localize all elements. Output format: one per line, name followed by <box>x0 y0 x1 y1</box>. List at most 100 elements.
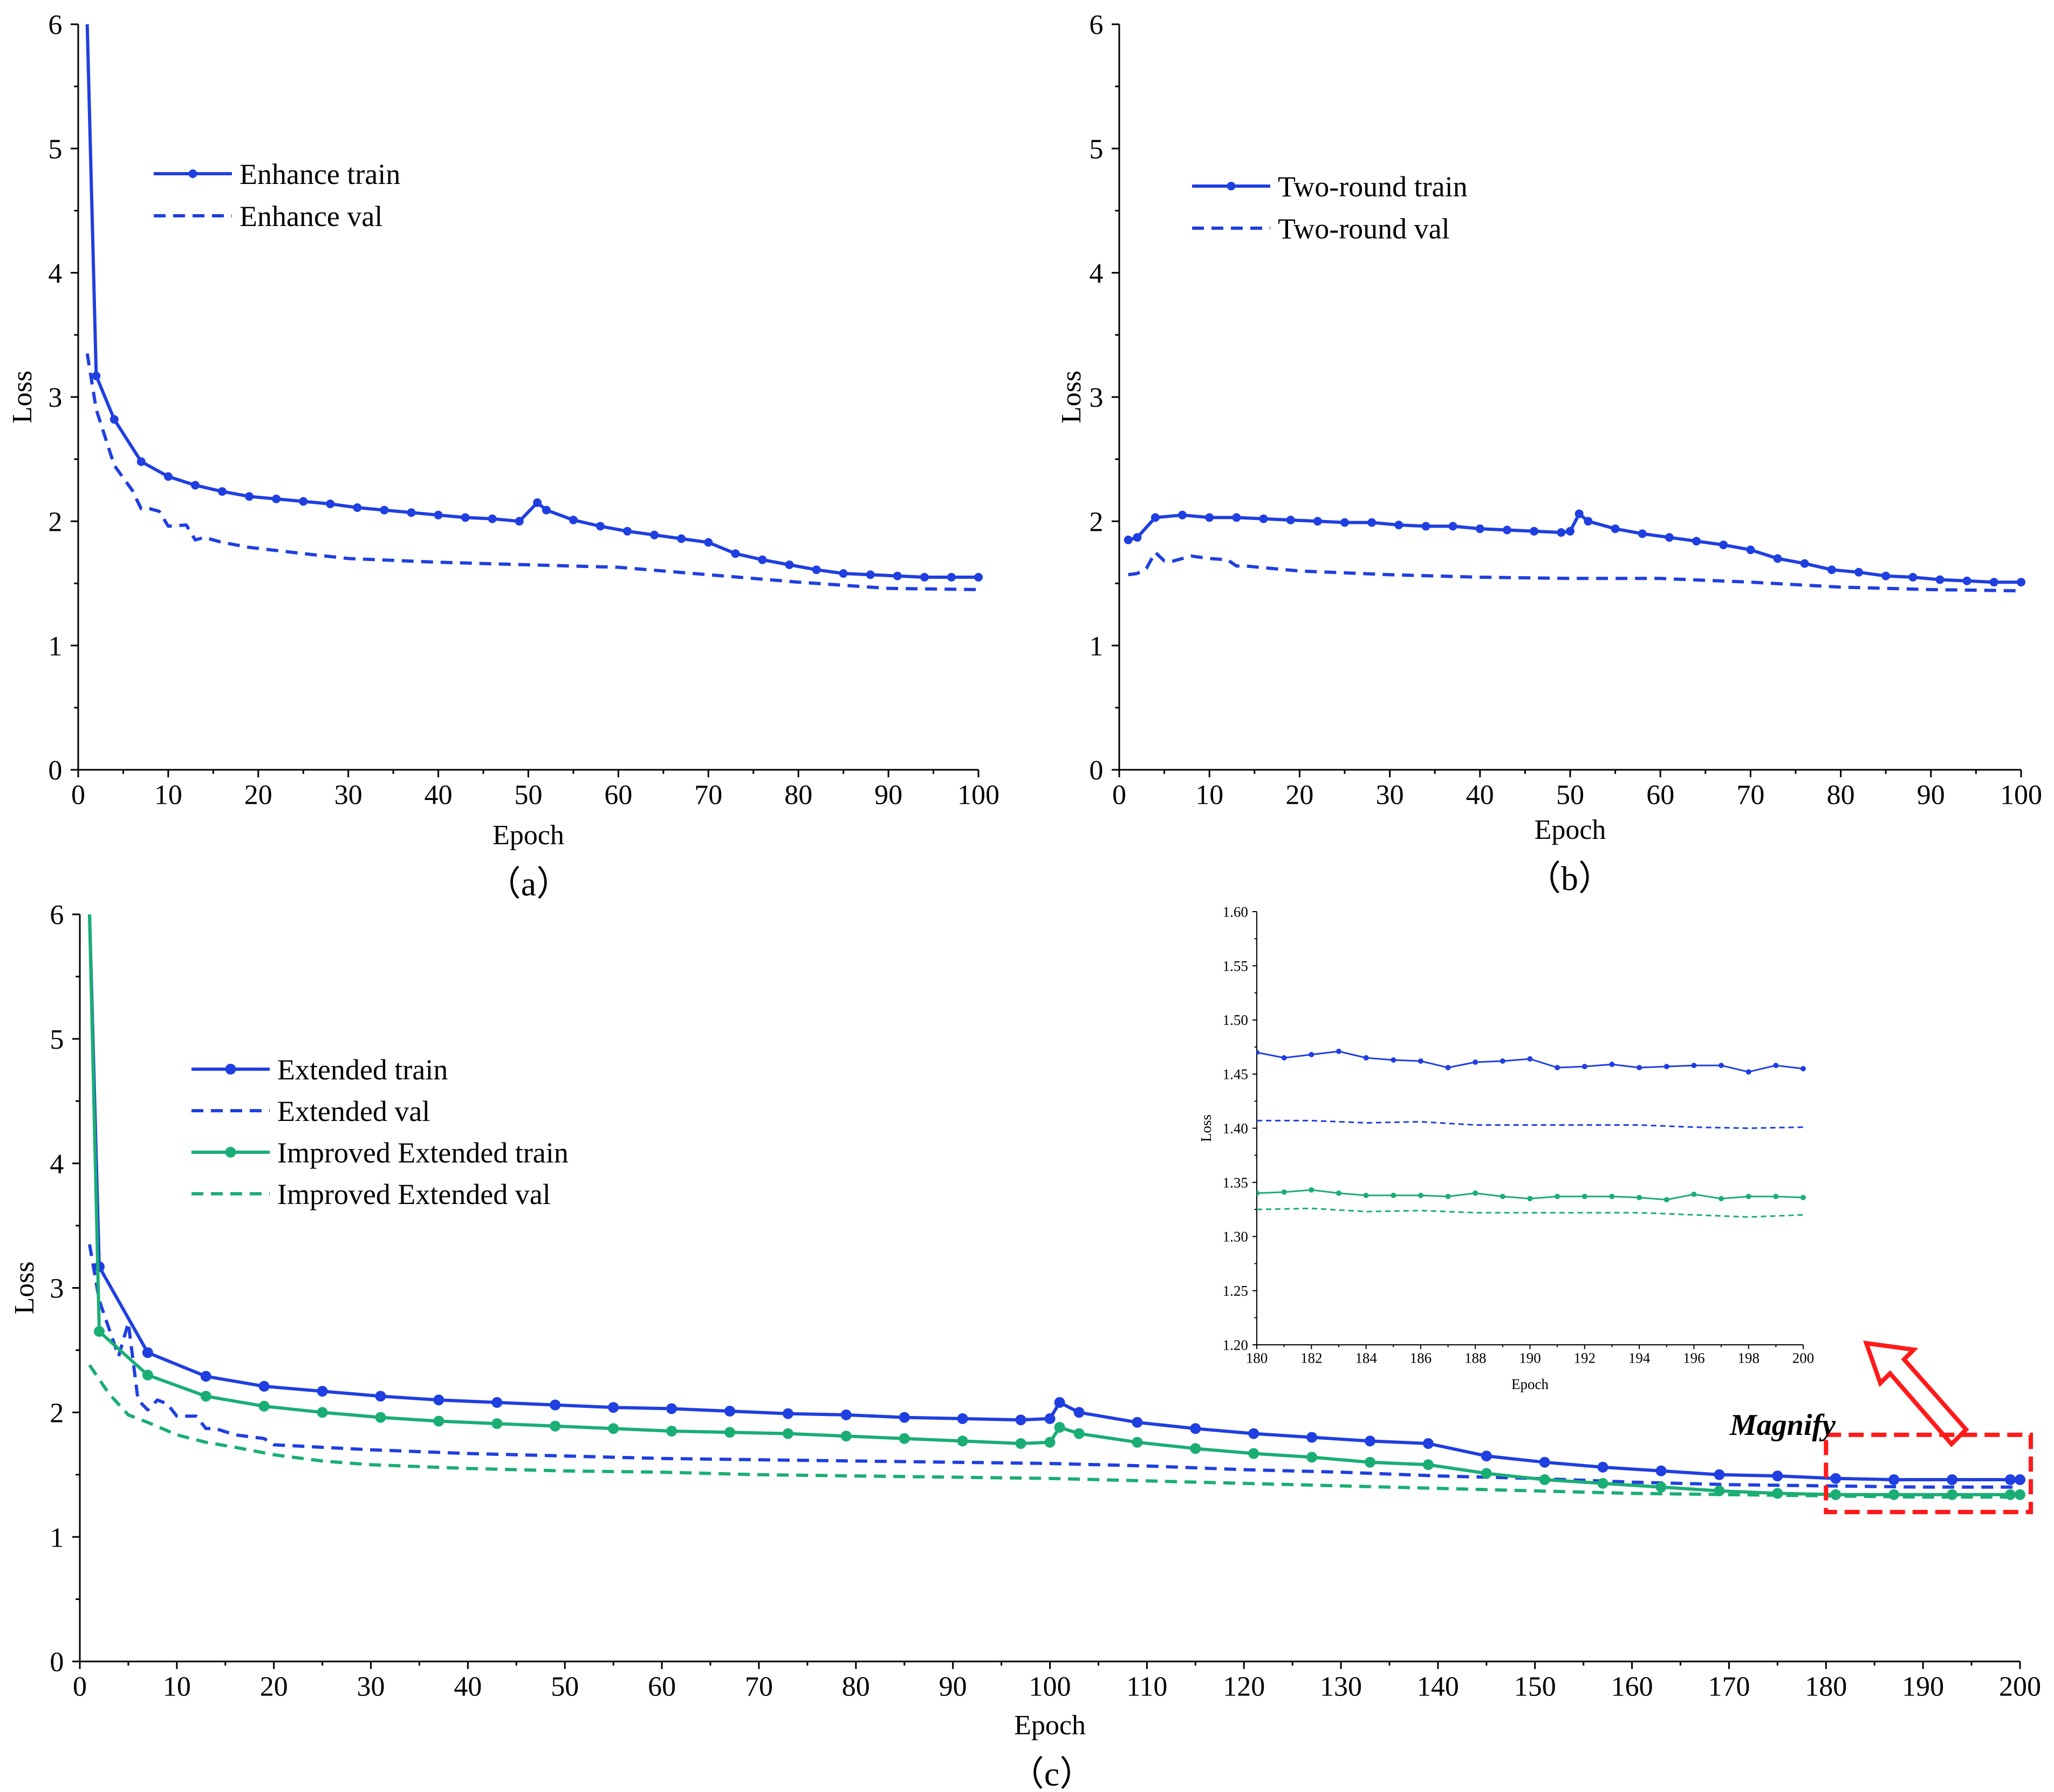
series-marker <box>2015 1474 2025 1485</box>
x-tick-label: 50 <box>1556 779 1584 810</box>
series-marker <box>1367 518 1377 527</box>
series-marker <box>1445 1065 1451 1071</box>
series-marker <box>608 1402 619 1413</box>
series-marker <box>163 472 173 481</box>
x-tick-label: 10 <box>154 779 182 810</box>
x-tick-label: 30 <box>357 1671 385 1702</box>
legend-marker <box>188 169 197 178</box>
x-tick-label: 190 <box>1902 1671 1944 1702</box>
x-tick-label: 10 <box>1195 779 1223 810</box>
series-marker <box>461 513 470 522</box>
x-tick-label: 196 <box>1683 1350 1705 1366</box>
series-marker <box>666 1426 677 1437</box>
series-marker <box>1015 1414 1026 1426</box>
series-marker <box>1881 571 1891 580</box>
series-marker <box>1800 1195 1806 1200</box>
series-group <box>85 24 983 591</box>
series-marker <box>1391 1057 1396 1063</box>
series-marker <box>1313 517 1322 526</box>
series-marker <box>1503 525 1511 535</box>
series-marker <box>1473 1190 1478 1196</box>
x-tick-label: 90 <box>939 1671 967 1702</box>
series-marker <box>1611 524 1620 534</box>
x-tick-label: 20 <box>1285 779 1313 810</box>
series-group <box>1124 509 2025 593</box>
y-tick-label: 0 <box>1089 755 1103 786</box>
series-marker <box>1257 1190 1259 1196</box>
y-axis-label: Loss <box>1056 371 1087 423</box>
series-marker <box>1772 1470 1783 1482</box>
x-tick-label: 0 <box>1112 779 1126 810</box>
series-marker <box>1718 1196 1724 1201</box>
series-marker <box>550 1420 561 1432</box>
x-tick-label: 10 <box>163 1671 191 1702</box>
series-marker <box>1205 513 1214 522</box>
magnify-label: Magnify <box>1729 1408 1836 1442</box>
legend-marker <box>225 1147 236 1158</box>
series-marker <box>1500 1058 1505 1064</box>
x-tick-label: 20 <box>260 1671 288 1702</box>
series-marker <box>1340 518 1349 527</box>
series-marker <box>434 510 443 519</box>
panel-c: 0 10 20 30 40 50 60 70 80 90 100 110 120 130 140 150 160… <box>9 900 2041 1792</box>
x-tick-label: 182 <box>1300 1350 1323 1366</box>
x-tick-label: 120 <box>1223 1671 1265 1702</box>
series-marker <box>317 1407 328 1418</box>
series-marker <box>375 1412 386 1423</box>
x-tick-label: 40 <box>425 779 453 810</box>
series-marker <box>272 494 281 503</box>
series-marker <box>2005 1474 2016 1485</box>
series-marker <box>1888 1474 1900 1485</box>
x-tick-label: 200 <box>1999 1671 2041 1702</box>
series-marker <box>1719 541 1728 550</box>
y-axis-label: Loss <box>9 1261 40 1314</box>
series-marker <box>1718 1063 1724 1069</box>
series-marker <box>200 1371 211 1382</box>
x-tick-label: 50 <box>551 1671 579 1702</box>
series-marker <box>1422 1459 1434 1470</box>
series-marker <box>1908 573 1918 582</box>
y-tick-label: 1.60 <box>1223 904 1248 920</box>
series-marker <box>1539 1474 1550 1485</box>
y-tick-label: 0 <box>48 755 62 786</box>
series-marker <box>533 498 542 507</box>
series-marker <box>1151 513 1160 522</box>
series-marker <box>866 570 875 579</box>
series-marker <box>1655 1465 1667 1476</box>
series-marker <box>920 573 929 582</box>
series-marker <box>142 1370 153 1381</box>
series-marker <box>550 1399 561 1411</box>
x-axis-label: Epoch <box>1014 1710 1086 1741</box>
x-tick-label: 130 <box>1320 1671 1362 1702</box>
series-marker <box>2015 1489 2025 1500</box>
series-marker <box>245 492 254 501</box>
y-tick-label: 1.50 <box>1223 1012 1248 1028</box>
series-marker <box>1132 1417 1143 1428</box>
series-line-two-round-val <box>1128 550 2022 593</box>
series-marker <box>596 522 605 531</box>
series-marker <box>92 371 101 380</box>
series-marker <box>1530 526 1539 536</box>
series-marker <box>840 1431 852 1442</box>
x-axis-label: Epoch <box>492 820 564 851</box>
series-marker <box>1935 575 1945 584</box>
y-tick-label: 3 <box>48 382 62 413</box>
series-marker <box>1133 533 1142 542</box>
series-marker <box>957 1413 968 1424</box>
series-marker <box>785 560 794 569</box>
series-marker <box>109 415 119 424</box>
series-marker <box>1363 1055 1369 1061</box>
panel-inset: 180 182 184 186 188 190 192 194 196 198 200 1.20 1.2… <box>1198 904 1814 1392</box>
legend-label: Two-round train <box>1278 170 1468 203</box>
series-marker <box>1581 1194 1587 1199</box>
y-tick-label: 2 <box>48 507 62 538</box>
series-marker <box>1178 510 1187 519</box>
y-axis-label: Loss <box>7 371 38 423</box>
y-tick-label: 5 <box>48 134 62 165</box>
x-tick-label: 200 <box>1792 1350 1815 1366</box>
legend-label: Improved Extended train <box>277 1137 569 1169</box>
series-marker <box>1773 1194 1779 1199</box>
legend-label: Enhance val <box>239 200 382 232</box>
series-marker <box>812 565 821 574</box>
